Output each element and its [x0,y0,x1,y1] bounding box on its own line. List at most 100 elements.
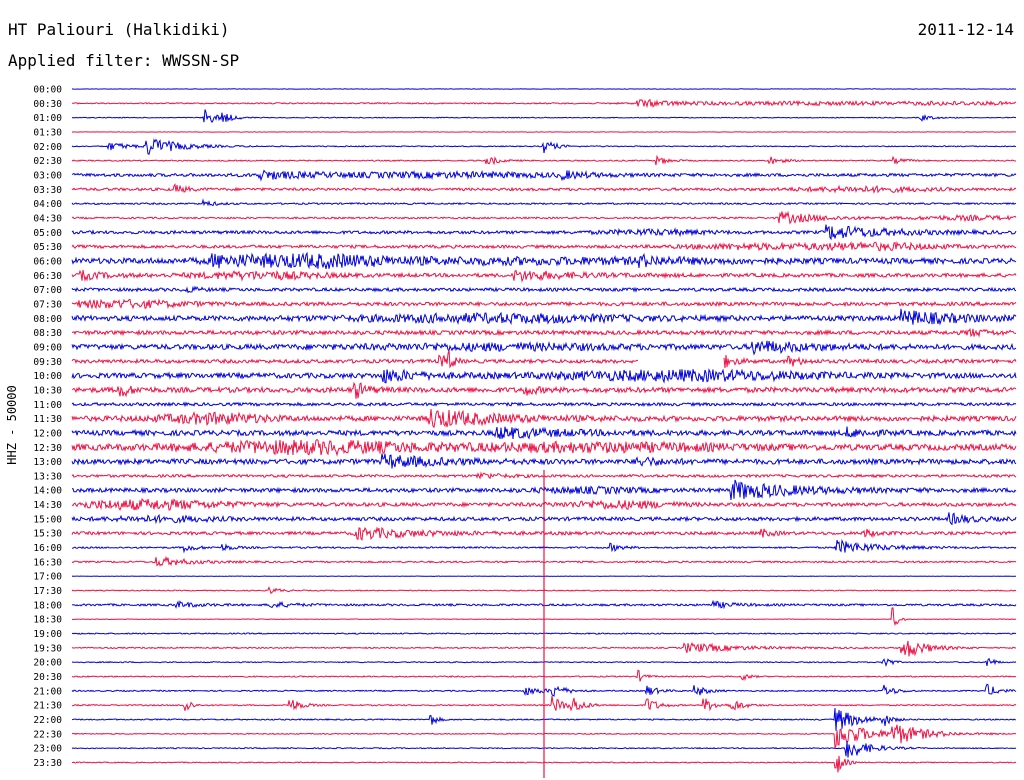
row-time-label: 01:00 [33,113,62,124]
trace-row: 23:30 [33,755,1017,773]
trace-line [71,154,1017,166]
row-time-label: 07:00 [33,285,62,296]
row-time-label: 03:30 [33,185,62,196]
trace-row: 10:00 [33,368,1017,384]
trace-row: 21:00 [33,683,1017,697]
trace-line [71,251,1017,270]
trace-row: 11:30 [33,409,1017,429]
trace-row: 12:30 [33,438,1017,457]
row-time-label: 07:30 [33,299,62,310]
trace-row: 14:30 [33,498,1017,511]
trace-row: 17:30 [33,586,1017,597]
row-time-label: 21:30 [33,701,62,712]
date-label: 2011-12-14 [917,20,1014,39]
trace-line [71,438,1017,457]
trace-row: 08:00 [33,308,1017,326]
trace-row: 18:00 [33,599,1017,611]
trace-row: 18:30 [33,607,1017,627]
trace-row: 20:00 [33,658,1017,669]
row-time-label: 18:00 [33,600,62,611]
row-time-label: 08:00 [33,314,62,325]
trace-row: 16:30 [33,555,1017,568]
trace-line [71,183,1017,195]
row-time-label: 18:30 [33,615,62,626]
row-time-label: 17:30 [33,586,62,597]
row-time-label: 06:00 [33,256,62,267]
trace-row: 03:00 [33,169,1017,182]
row-time-label: 22:30 [33,729,62,740]
row-time-label: 04:00 [33,199,62,210]
row-time-label: 23:00 [33,744,62,755]
row-time-label: 12:00 [33,428,62,439]
trace-row: 15:30 [33,526,1017,541]
row-time-label: 20:30 [33,672,62,683]
trace-line [71,269,1017,283]
row-time-label: 22:00 [33,715,62,726]
row-time-label: 14:00 [33,486,62,497]
trace-row: 00:30 [33,98,1016,110]
row-time-label: 05:00 [33,228,62,239]
trace-row: 02:00 [33,138,1017,155]
trace-line [71,98,1016,109]
trace-row: 01:30 [33,127,1017,138]
trace-row: 09:00 [33,340,1017,356]
trace-line [71,109,1017,124]
trace-row: 02:30 [33,154,1017,167]
trace-row: 01:00 [33,109,1017,124]
trace-row: 15:00 [33,512,1017,526]
row-time-label: 23:30 [33,758,62,769]
trace-row: 20:30 [33,669,1016,683]
trace-row: 14:00 [33,479,1017,501]
trace-line [71,349,1017,369]
trace-row: 05:30 [33,240,1017,253]
row-time-label: 04:30 [33,213,62,224]
row-time-label: 10:30 [33,385,62,396]
trace-row: 13:30 [33,471,1017,482]
trace-row: 23:00 [33,741,1017,758]
trace-row: 17:00 [33,572,1017,583]
trace-line [71,198,1017,207]
row-time-label: 00:30 [33,99,62,110]
trace-row: 12:00 [33,426,1017,440]
trace-row: 00:00 [33,85,1017,96]
row-time-label: 05:30 [33,242,62,253]
row-time-label: 00:00 [33,85,62,96]
row-time-label: 01:30 [33,127,62,138]
data-gap [638,355,724,368]
trace-line [71,327,1017,338]
row-time-label: 21:00 [33,686,62,697]
row-time-label: 06:30 [33,271,62,282]
trace-line [71,368,1017,384]
station-title: HT Paliouri (Halkidiki) [8,20,230,39]
trace-row: 03:30 [33,183,1017,196]
trace-row: 13:00 [33,453,1017,469]
filter-label: Applied filter: WWSSN-SP [8,51,240,70]
row-time-label: 15:30 [33,529,62,540]
trace-line [71,240,1017,252]
row-time-label: 16:30 [33,557,62,568]
trace-line [71,169,1017,182]
row-time-label: 11:30 [33,414,62,425]
trace-row: 06:00 [33,251,1017,270]
row-time-label: 15:00 [33,514,62,525]
trace-line [71,285,1017,294]
row-time-label: 17:00 [33,572,62,583]
trace-row: 22:30 [33,724,1017,750]
row-time-label: 03:00 [33,170,62,181]
trace-row: 05:00 [33,224,1017,241]
row-time-label: 02:30 [33,156,62,167]
trace-line [71,409,1017,429]
row-time-label: 11:00 [33,400,62,411]
row-time-label: 19:30 [33,643,62,654]
trace-row: 07:00 [33,285,1017,296]
trace-row: 08:30 [33,327,1017,339]
row-time-label: 20:00 [33,658,62,669]
row-time-label: 02:00 [33,142,62,153]
trace-line [71,453,1017,469]
row-time-label: 19:00 [33,629,62,640]
trace-line [71,340,1017,356]
trace-line [71,381,1017,399]
row-time-label: 09:30 [33,357,62,368]
trace-row: 21:30 [33,695,1017,712]
